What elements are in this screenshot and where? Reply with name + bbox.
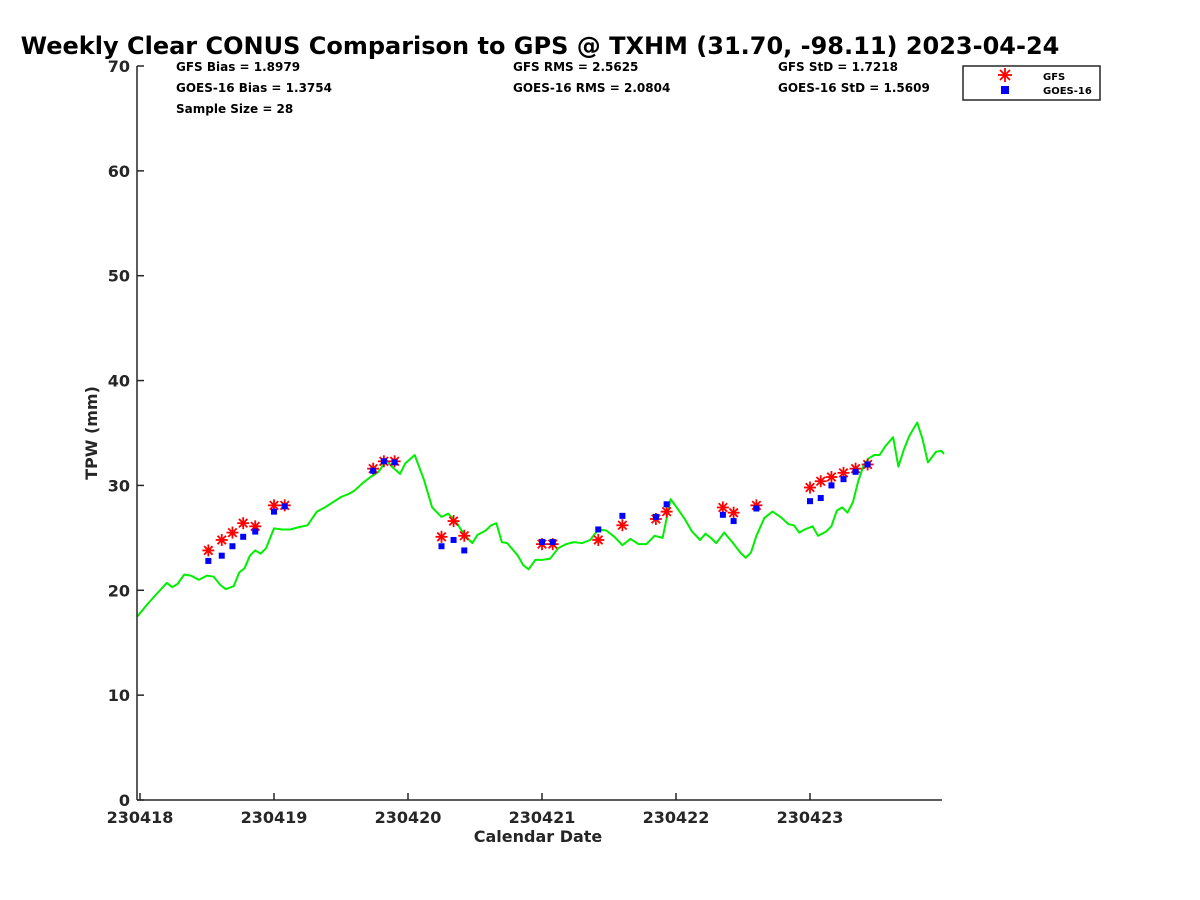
goes16-point [807, 498, 813, 505]
gfs-point [814, 475, 827, 488]
gfs-point [837, 466, 850, 479]
y-tick-label: 10 [108, 686, 130, 705]
y-tick-label: 0 [119, 791, 130, 810]
goes16-point [828, 482, 835, 489]
y-tick-label: 50 [108, 267, 130, 286]
stat-sample-size: Sample Size = 28 [176, 102, 293, 116]
stat-gfs-std: GFS StD = 1.7218 [778, 60, 898, 74]
goes16-point [218, 552, 225, 559]
goes16-point [753, 505, 760, 512]
x-tick-label: 230421 [509, 808, 576, 827]
legend-goes16-label: GOES-16 [1043, 86, 1092, 97]
goes16-point [840, 476, 847, 483]
goes16-point [730, 518, 737, 525]
x-tick-label: 230419 [241, 808, 308, 827]
gfs-series [202, 455, 874, 557]
goes16-point [539, 539, 545, 546]
legend: GFS GOES-16 [962, 65, 1101, 101]
stat-goes16-std: GOES-16 StD = 1.5609 [778, 81, 930, 95]
gfs-point [237, 517, 250, 530]
goes16-point [719, 511, 726, 518]
legend-gfs-label: GFS [1043, 72, 1065, 83]
goes16-point [240, 533, 247, 540]
plot-area [136, 421, 945, 618]
goes16-point [380, 458, 387, 465]
gfs-point [825, 471, 838, 484]
gps-series [136, 421, 945, 618]
goes16-point [817, 495, 824, 502]
gfs-point [202, 544, 215, 557]
goes16-point [461, 547, 468, 554]
chart-title: Weekly Clear CONUS Comparison to GPS @ T… [21, 32, 1060, 60]
goes16-point [619, 512, 626, 519]
y-tick-label: 20 [108, 581, 130, 600]
gfs-point [458, 529, 471, 542]
x-ticks: 230418 230419 230420 230421 230422 230423 [107, 793, 844, 827]
gfs-point [447, 515, 460, 528]
stat-gfs-rms: GFS RMS = 2.5625 [513, 60, 638, 74]
goes16-point [281, 503, 288, 510]
gps-line [136, 421, 945, 618]
goes16-point [652, 513, 659, 520]
gfs-point [226, 526, 239, 539]
y-tick-label: 40 [108, 372, 130, 391]
y-tick-label: 70 [108, 57, 130, 76]
goes16-point [549, 539, 556, 546]
x-tick-label: 230420 [375, 808, 442, 827]
stat-goes16-bias: GOES-16 Bias = 1.3754 [176, 81, 332, 95]
legend-gfs-asterisk [998, 68, 1012, 82]
goes16-point [595, 526, 602, 533]
x-tick-label: 230423 [777, 808, 844, 827]
y-tick-label: 60 [108, 162, 130, 181]
goes16-point [438, 543, 445, 550]
x-tick-label: 230418 [107, 808, 174, 827]
gfs-point [616, 519, 629, 532]
stat-gfs-bias: GFS Bias = 1.8979 [176, 60, 300, 74]
y-tick-label: 30 [108, 476, 130, 495]
y-axis-label: TPW (mm) [82, 386, 101, 480]
gfs-point [592, 533, 605, 546]
legend-box [962, 65, 1101, 101]
gfs-point [716, 501, 729, 514]
y-ticks: 0 10 20 30 40 50 60 70 [108, 57, 144, 810]
gfs-point [727, 506, 740, 519]
goes16-series [205, 458, 871, 564]
x-axis-label: Calendar Date [474, 827, 603, 846]
goes16-point [205, 557, 212, 564]
legend-goes16-marker [1001, 86, 1009, 94]
goes16-point [229, 543, 236, 550]
goes16-point [864, 461, 871, 468]
gfs-point [215, 533, 228, 546]
goes16-point [391, 459, 398, 466]
axes: 0 10 20 30 40 50 60 70 230418 230419 230420 230421… [107, 57, 942, 827]
goes16-point [852, 468, 859, 475]
x-tick-label: 230422 [643, 808, 710, 827]
statistics-block: GFS Bias = 1.8979 GOES-16 Bias = 1.3754 … [176, 60, 930, 116]
stat-goes16-rms: GOES-16 RMS = 2.0804 [513, 81, 670, 95]
goes16-point [252, 528, 259, 535]
gfs-point [804, 481, 816, 494]
goes16-point [370, 467, 377, 474]
goes16-point [663, 501, 670, 508]
goes16-point [271, 508, 277, 515]
goes16-point [450, 536, 457, 543]
gfs-point [660, 505, 673, 518]
gfs-point [435, 530, 448, 543]
legend-gfs-marker [998, 68, 1012, 82]
